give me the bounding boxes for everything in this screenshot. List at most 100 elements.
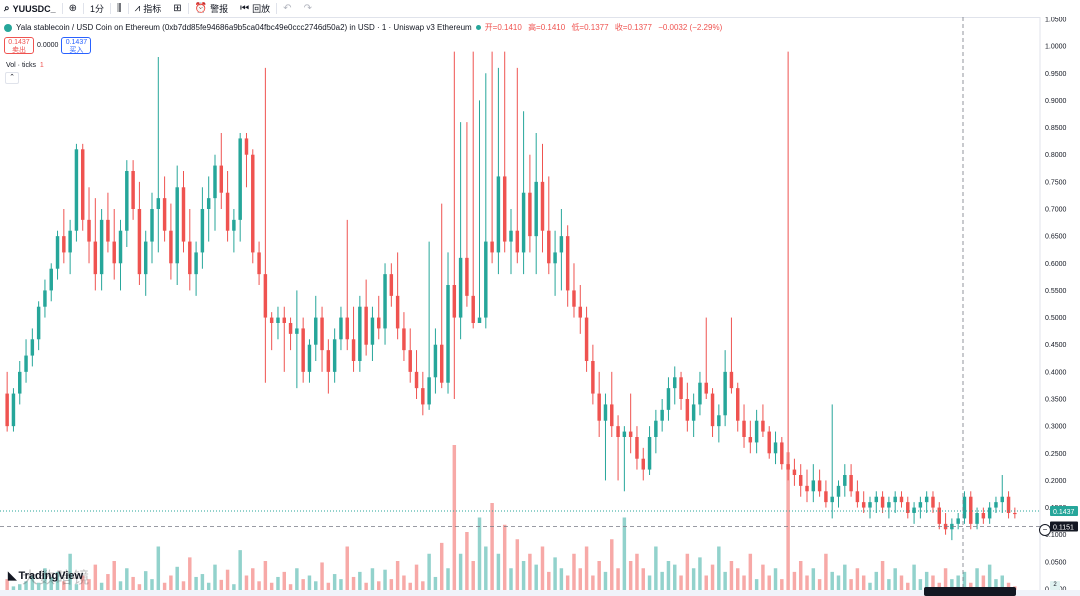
volume-bar bbox=[691, 568, 696, 590]
indicators-button[interactable]: ⩘ 指标 bbox=[129, 0, 168, 17]
volume-bar bbox=[918, 579, 923, 590]
buy-button[interactable]: 0.1437 买入 bbox=[61, 37, 92, 54]
volume-bar bbox=[288, 584, 293, 590]
candle-body bbox=[106, 219, 110, 242]
candle-body bbox=[559, 236, 564, 253]
chart-type-button[interactable]: ⫼ bbox=[111, 0, 128, 17]
volume-bar bbox=[559, 568, 564, 590]
volume-bar bbox=[93, 564, 98, 590]
volume-bar bbox=[515, 539, 520, 590]
volume-bar bbox=[490, 503, 494, 590]
volume-bar bbox=[162, 582, 167, 590]
volume-bar bbox=[874, 571, 879, 590]
y-tick-label: 0.1000 bbox=[1045, 532, 1067, 539]
volume-bar bbox=[572, 553, 576, 590]
toolbar-divider bbox=[187, 3, 189, 14]
candle-body bbox=[477, 317, 482, 323]
volume-bar bbox=[792, 571, 797, 590]
indicators-icon: ⩘ bbox=[134, 3, 141, 14]
volume-bar bbox=[232, 584, 236, 590]
templates-button[interactable]: ⊞ bbox=[167, 0, 187, 17]
volume-bar bbox=[238, 550, 242, 590]
redo-icon: ↷ bbox=[303, 3, 312, 14]
trade-panel: 0.1437 卖出 0.0000 0.1437 买入 bbox=[4, 37, 92, 54]
replay-icon: ⏮ bbox=[240, 3, 250, 14]
volume-bar bbox=[188, 557, 192, 590]
legend-low: 低=0.1377 bbox=[571, 23, 609, 32]
y-tick-label: 0.8000 bbox=[1045, 152, 1067, 159]
candle-body bbox=[74, 149, 79, 231]
candle-body bbox=[68, 230, 72, 253]
candle-body bbox=[547, 230, 551, 264]
volume-bar bbox=[635, 553, 639, 590]
volume-bar bbox=[377, 581, 381, 590]
volume-bar bbox=[597, 561, 601, 590]
sell-button[interactable]: 0.1437 卖出 bbox=[4, 37, 34, 54]
collapse-legend-button[interactable]: ⌃ bbox=[5, 72, 19, 84]
candle-body bbox=[137, 209, 142, 275]
price-chart[interactable]: 1.0500 1.0000 0.9500 0.9000 0.8500 0.8000 0.75… bbox=[0, 17, 1080, 596]
volume-bar bbox=[326, 582, 331, 590]
volume-bar bbox=[301, 579, 305, 590]
candle-body bbox=[666, 388, 671, 410]
candle-body bbox=[880, 496, 885, 508]
candle-body bbox=[5, 393, 9, 427]
candle-body bbox=[628, 431, 633, 437]
tradingview-logo[interactable]: ◣ TradingView bbox=[8, 569, 84, 583]
candle-body bbox=[314, 317, 318, 345]
candle-body bbox=[402, 328, 406, 351]
legend-change: −0.0032 (−2.29%) bbox=[658, 23, 723, 32]
candle-body bbox=[307, 344, 312, 372]
candle-body bbox=[87, 219, 91, 242]
volume-bar bbox=[477, 517, 482, 590]
volume-bar bbox=[68, 553, 72, 590]
minus-icon: − bbox=[1042, 525, 1048, 534]
volume-bar bbox=[471, 561, 475, 590]
volume-bar bbox=[200, 574, 205, 590]
crosshair-minus-button[interactable]: − bbox=[1039, 524, 1051, 536]
replay-button[interactable]: ⏮ 回放 bbox=[234, 0, 276, 17]
volume-bar bbox=[339, 579, 343, 590]
candle-body bbox=[654, 420, 658, 437]
time-axis-strip[interactable] bbox=[0, 590, 1080, 596]
candle-body bbox=[597, 393, 601, 421]
candle-body bbox=[24, 355, 28, 372]
undo-button[interactable]: ↶ bbox=[277, 0, 297, 17]
volume-bar bbox=[49, 576, 53, 590]
alert-button[interactable]: ⏰ 警报 bbox=[189, 0, 234, 17]
candle-body bbox=[736, 388, 740, 421]
add-symbol-button[interactable]: ⊕ bbox=[63, 0, 83, 17]
alarm-clock-icon: ⏰ bbox=[194, 3, 208, 14]
tradingview-logo-text: TradingView bbox=[18, 569, 84, 582]
symbol-label: YUUSDC_ bbox=[12, 3, 56, 14]
volume-bar bbox=[99, 582, 104, 590]
volume-bar bbox=[156, 546, 161, 590]
candle-body bbox=[742, 420, 746, 437]
volume-bar bbox=[370, 568, 375, 590]
volume-bar bbox=[314, 581, 318, 590]
candle-body bbox=[200, 209, 205, 253]
volume-bar bbox=[389, 579, 394, 590]
candle-body bbox=[496, 176, 501, 253]
volume-bar bbox=[383, 569, 387, 590]
volume-bar bbox=[654, 546, 658, 590]
volume-bar bbox=[36, 582, 41, 590]
candle-body bbox=[408, 350, 412, 372]
interval-button[interactable]: 1分 bbox=[84, 0, 110, 17]
y-tick-label: 0.3000 bbox=[1045, 424, 1067, 431]
redo-button[interactable]: ↷ bbox=[298, 0, 318, 17]
candle-body bbox=[301, 328, 305, 372]
legend-close: 收=0.1377 bbox=[614, 23, 652, 32]
alert-label: 警报 bbox=[210, 4, 229, 14]
symbol-search-button[interactable]: ⌕ YUUSDC_ bbox=[0, 0, 62, 17]
volume-axis-badge: 2 bbox=[1050, 581, 1060, 590]
candle-body bbox=[868, 502, 872, 508]
volume-bar bbox=[817, 579, 822, 590]
candle-body bbox=[80, 149, 85, 220]
volume-bar bbox=[628, 561, 633, 590]
volume-bar bbox=[150, 579, 154, 590]
candle-body bbox=[918, 502, 923, 508]
y-tick-label: 0.0500 bbox=[1045, 559, 1067, 566]
candle-body bbox=[956, 518, 960, 524]
candle-body bbox=[509, 230, 513, 242]
